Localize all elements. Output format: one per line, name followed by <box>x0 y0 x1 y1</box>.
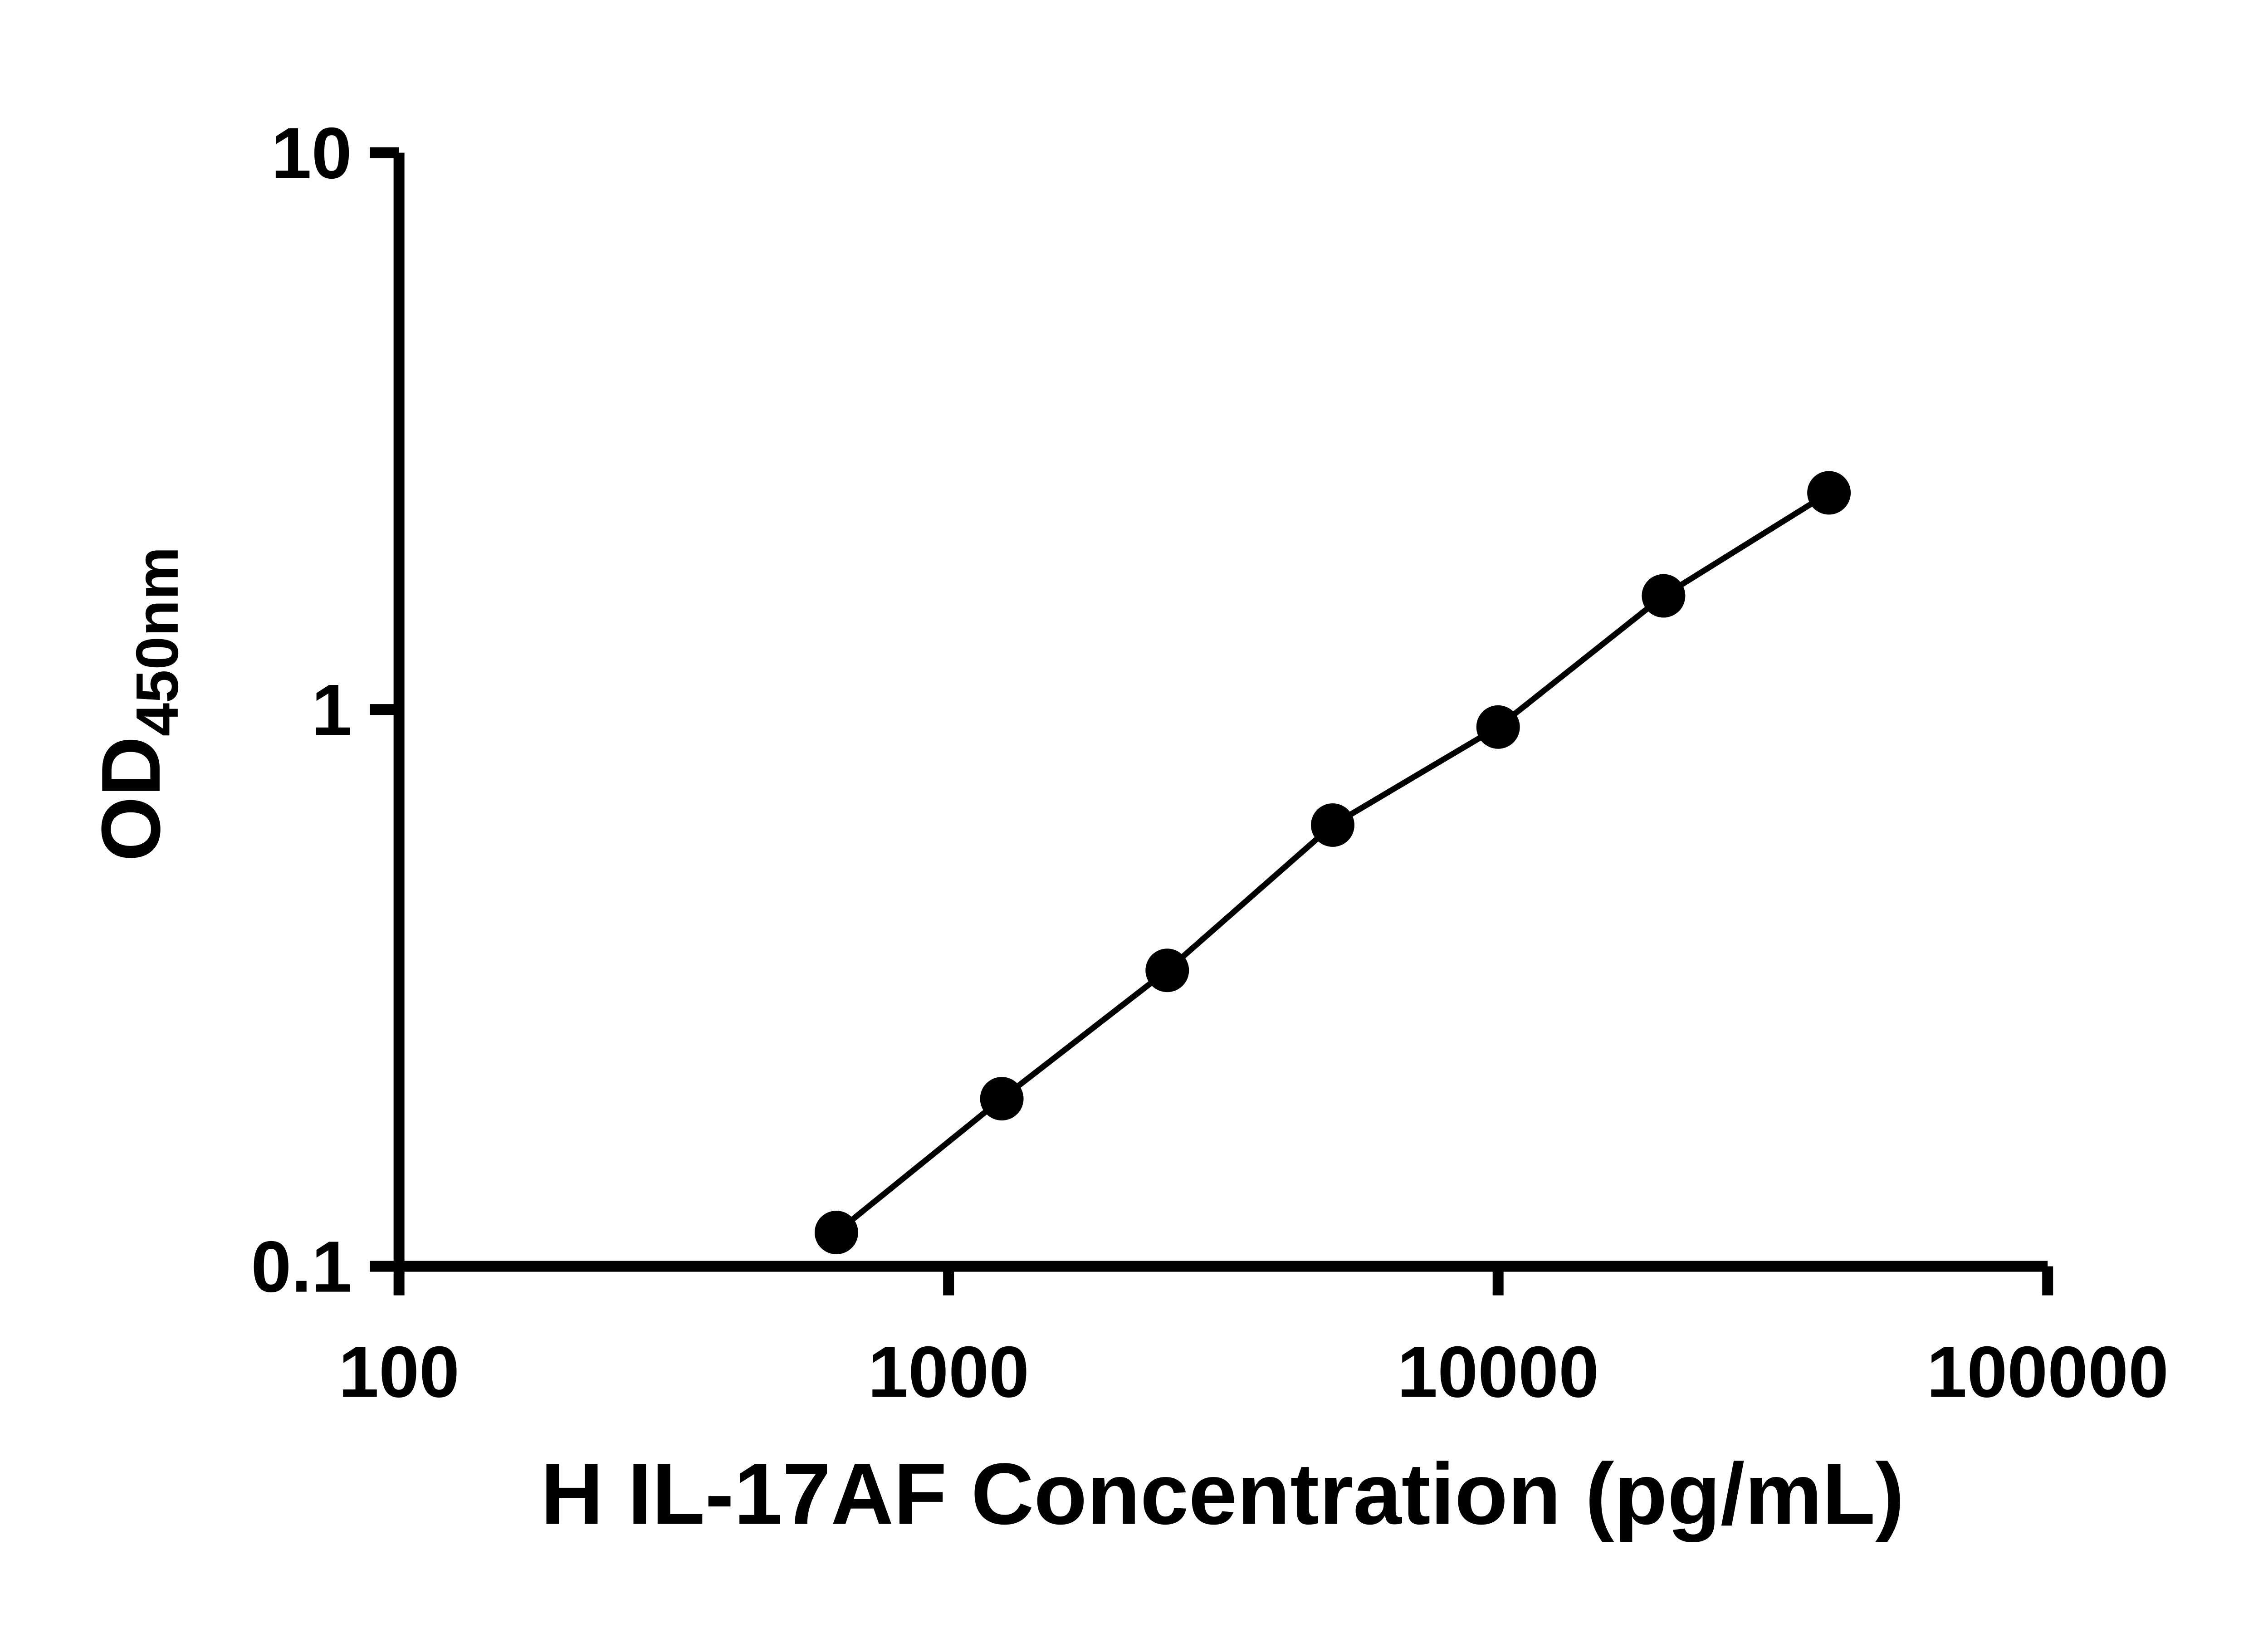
y-axis-title-sub: 450nm <box>124 547 191 736</box>
x-tick-label: 1000 <box>868 1331 1029 1412</box>
axis-spines <box>393 152 2048 1272</box>
y-axis-title: OD450nm <box>84 547 191 861</box>
data-point <box>980 1077 1024 1121</box>
y-tick-label: 0.1 <box>251 1226 352 1307</box>
axes: 100 1000 10000 100000 0.1 1 10 <box>251 112 2169 1413</box>
data-point <box>1311 803 1354 847</box>
data-point <box>814 1211 858 1255</box>
data-point <box>1476 705 1520 749</box>
x-tick-label: 10000 <box>1397 1331 1599 1412</box>
data-point <box>1145 949 1189 993</box>
y-axis-title-main: OD <box>84 736 177 861</box>
data-point <box>1642 574 1686 618</box>
data-series <box>814 471 1851 1255</box>
data-point <box>1807 471 1851 515</box>
x-tick-label: 100000 <box>1926 1331 2169 1412</box>
x-tick-label: 100 <box>338 1331 459 1412</box>
x-axis-title: H IL-17AF Concentration (pg/mL) <box>541 1445 1904 1542</box>
y-tick-label: 1 <box>312 669 352 750</box>
y-tick-label: 10 <box>271 112 352 194</box>
